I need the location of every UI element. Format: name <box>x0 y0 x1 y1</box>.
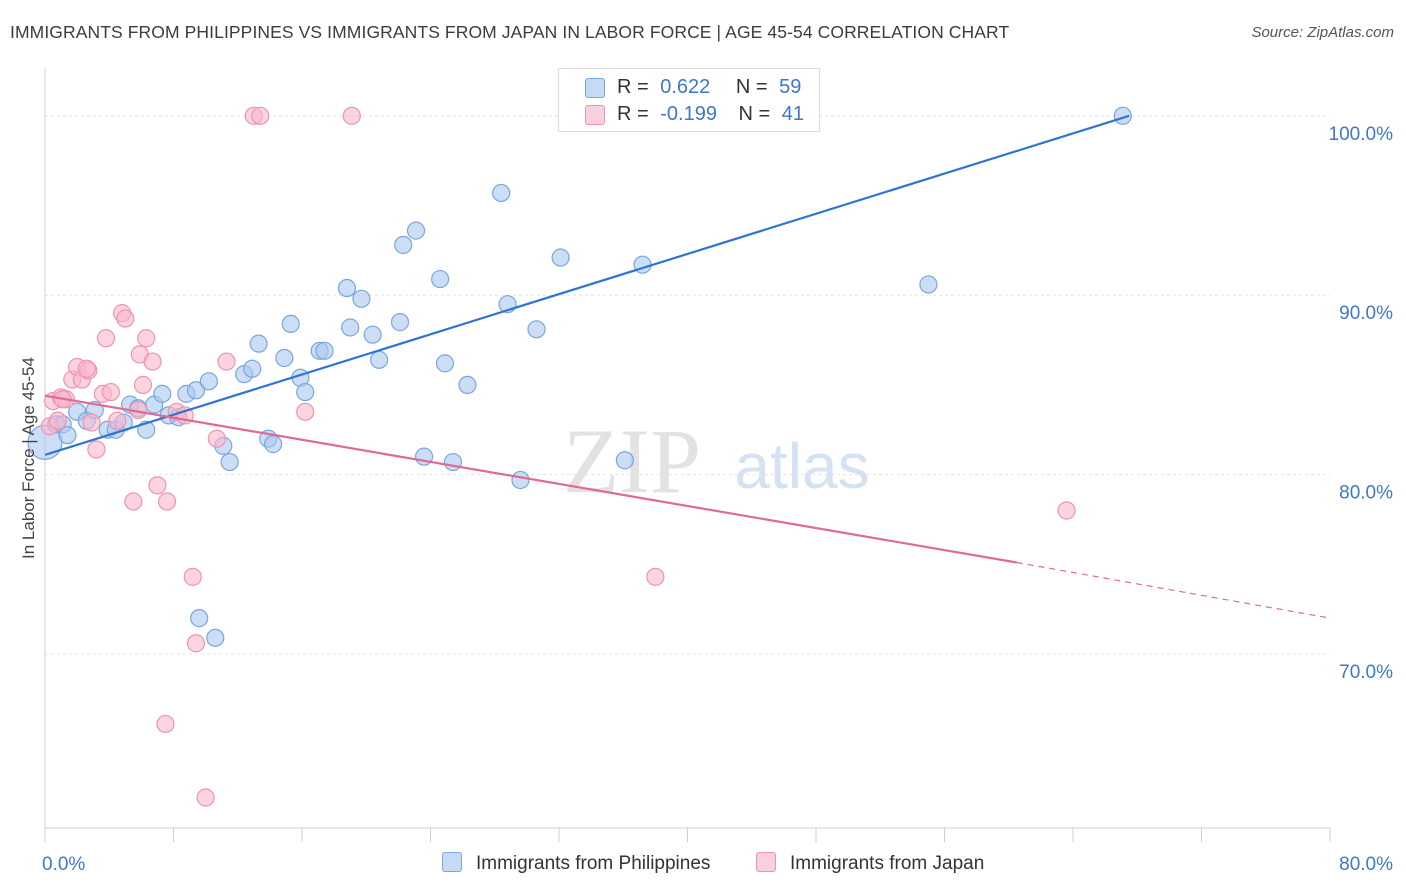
legend-swatch-blue <box>585 78 605 98</box>
philippines-point <box>341 318 360 337</box>
japan-point <box>296 402 315 421</box>
philippines-point <box>431 269 450 289</box>
legend-n-value: 41 <box>781 103 805 125</box>
philippines-point <box>390 313 410 332</box>
japan-trendline <box>44 394 1017 564</box>
label-layer: 70.0% 80.0% 90.0% 100.0% 0.0% 80.0% In Labor F… <box>19 124 1393 875</box>
japan-point <box>101 382 120 402</box>
japan-point <box>646 567 665 586</box>
bottom-legend-label: Immigrants from Japan <box>790 853 985 874</box>
x-tick-label: 0.0% <box>42 854 85 875</box>
y-tick-label: 90.0% <box>1339 303 1393 324</box>
japan-point <box>96 329 116 348</box>
japan-point <box>133 375 153 395</box>
bottom-legend-swatch-pink <box>756 852 776 872</box>
japan-point <box>137 329 156 348</box>
legend-r-label: R = <box>617 103 649 125</box>
philippines-point <box>370 350 389 369</box>
japan-point <box>108 411 127 430</box>
bottom-legend-label: Immigrants from Philippines <box>476 853 711 874</box>
philippines-point <box>190 609 209 628</box>
legend-swatch-pink <box>585 105 605 125</box>
philippines-point <box>249 334 268 353</box>
philippines-point <box>199 372 218 391</box>
philippines-point <box>527 320 546 339</box>
legend-r-value: 0.622 <box>660 76 711 98</box>
philippines-point <box>58 426 77 445</box>
philippines-point <box>394 235 413 255</box>
philippines-point <box>443 452 463 472</box>
philippines-point <box>337 278 357 298</box>
philippines-point <box>153 384 172 403</box>
japan-point <box>183 567 202 586</box>
philippines-point <box>296 382 315 402</box>
legend-n-label: N = <box>738 103 771 125</box>
philippines-point <box>615 451 634 470</box>
correlation-legend: R = 0.622 N = 59 R = -0.199 N = 41 <box>558 68 820 132</box>
japan-point <box>207 429 226 448</box>
watermark-atlas: atlas <box>734 430 869 502</box>
philippines-point <box>352 289 371 308</box>
philippines-point <box>206 628 225 647</box>
japan-point <box>82 413 101 432</box>
y-tick-label: 80.0% <box>1339 483 1393 504</box>
philippines-point <box>511 470 530 490</box>
philippines-point <box>186 381 206 400</box>
legend-r-label: R = <box>617 76 649 98</box>
japan-point <box>156 714 175 734</box>
japan-point <box>342 106 361 125</box>
philippines-point <box>919 275 938 294</box>
legend-r-value: -0.199 <box>660 103 717 125</box>
bottom-legend-japan: Immigrants from Japan <box>756 852 984 875</box>
x-tick-label: 80.0% <box>1339 854 1393 875</box>
japan-point <box>251 106 270 125</box>
bottom-legend-philippines: Immigrants from Philippines <box>442 852 710 875</box>
philippines-point <box>315 341 334 360</box>
y-tick-label: 100.0% <box>1329 124 1394 145</box>
grid-layer <box>45 115 1330 655</box>
japan-point <box>196 788 215 807</box>
japan-point <box>148 476 167 495</box>
legend-n-value: 59 <box>779 76 802 98</box>
y-axis-title: In Labor Force | Age 45-54 <box>19 357 38 559</box>
philippines-point <box>363 325 382 344</box>
source-label: Source: ZipAtlas.com <box>1251 24 1394 41</box>
philippines-point <box>263 435 283 454</box>
japan-point <box>143 352 162 371</box>
philippines-point <box>492 183 511 203</box>
y-tick-label: 70.0% <box>1339 662 1393 683</box>
japan-point <box>124 492 143 511</box>
japan-point <box>157 492 177 511</box>
japan-point <box>1057 501 1076 520</box>
japan-point <box>48 411 67 430</box>
watermark: ZIP atlas <box>563 410 870 512</box>
philippines-point <box>551 248 570 267</box>
philippines-point <box>275 348 294 368</box>
japan-point <box>116 309 135 328</box>
philippines-point <box>220 452 239 472</box>
philippines-point <box>406 221 426 240</box>
japan-point <box>87 440 106 459</box>
japan-trendline-extension <box>1016 561 1331 619</box>
trend-layer <box>44 114 1331 619</box>
japan-point <box>217 352 236 371</box>
bottom-legend-swatch-blue <box>442 852 462 872</box>
japan-point <box>186 634 206 653</box>
chart-title: IMMIGRANTS FROM PHILIPPINES VS IMMIGRANT… <box>10 22 1010 42</box>
legend-n-label: N = <box>735 76 768 98</box>
philippines-trendline <box>44 114 1130 456</box>
philippines-point <box>458 375 477 395</box>
philippines-point <box>243 359 262 378</box>
philippines-point <box>435 354 455 373</box>
japan-point <box>77 359 96 378</box>
philippines-point <box>281 314 300 334</box>
